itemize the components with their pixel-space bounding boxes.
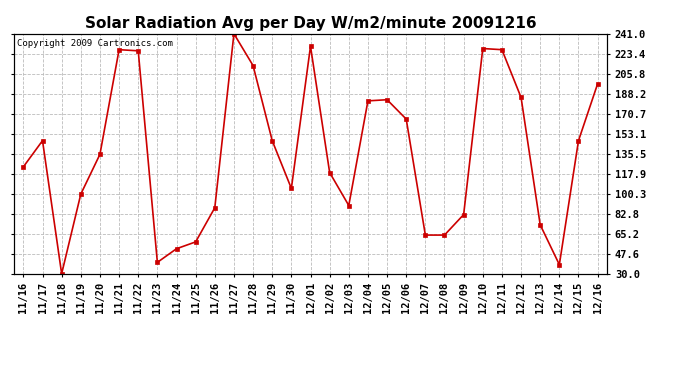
Title: Solar Radiation Avg per Day W/m2/minute 20091216: Solar Radiation Avg per Day W/m2/minute … [85,16,536,31]
Text: Copyright 2009 Cartronics.com: Copyright 2009 Cartronics.com [17,39,172,48]
